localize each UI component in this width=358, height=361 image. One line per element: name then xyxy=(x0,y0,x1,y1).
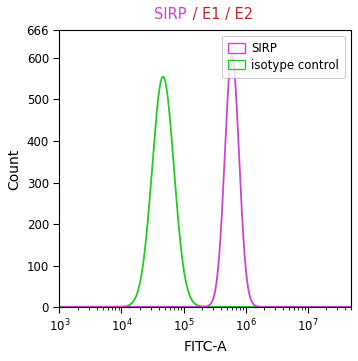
Text: SIRP: SIRP xyxy=(154,7,187,22)
Text: / E1 / E2: / E1 / E2 xyxy=(188,7,253,22)
X-axis label: FITC-A: FITC-A xyxy=(183,340,227,354)
Y-axis label: Count: Count xyxy=(7,148,21,190)
Legend: SIRP, isotype control: SIRP, isotype control xyxy=(222,36,345,78)
